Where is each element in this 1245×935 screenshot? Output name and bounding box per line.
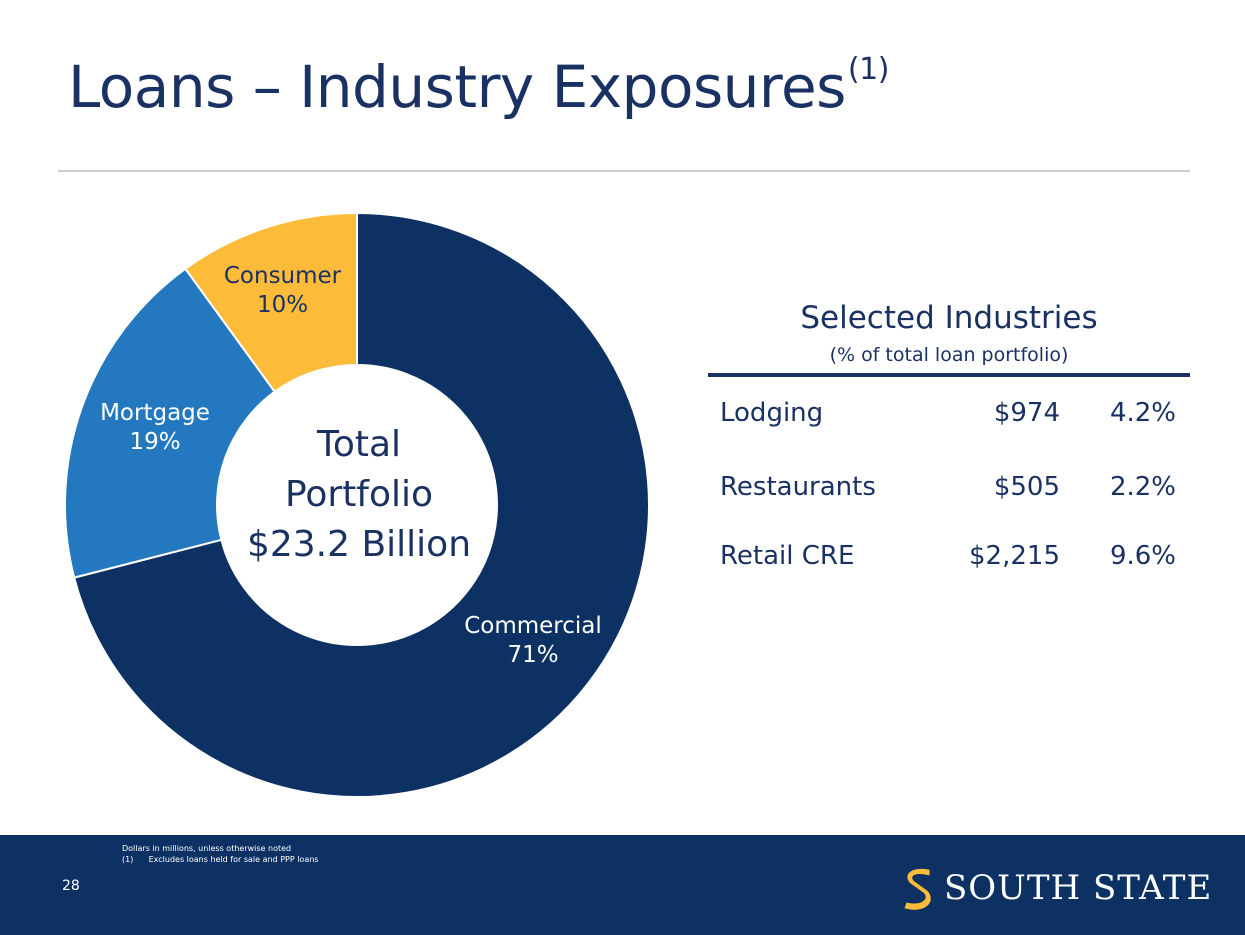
slide-title: Loans – Industry Exposures(1)	[68, 52, 889, 121]
commercial-label-pct: 71%	[507, 642, 559, 668]
selected-industries-rule	[708, 373, 1190, 377]
footer-bar	[0, 835, 1245, 935]
footnote-1: (1) Excludes loans held for sale and PPP…	[122, 854, 318, 865]
industry-amount: $2,215	[969, 541, 1060, 571]
south-state-logo: SOUTH STATE	[944, 868, 1213, 908]
donut-slice-consumer	[183, 211, 358, 394]
industry-name: Lodging	[720, 398, 824, 428]
donut-slice-mortgage	[64, 267, 277, 579]
donut-chart	[64, 211, 650, 798]
industry-row-lodging: Lodging $974 4.2%	[720, 398, 1190, 438]
industry-pct: 9.6%	[1109, 541, 1176, 571]
donut-center-text: Total Portfolio $23.2 Billion	[226, 420, 492, 570]
commercial-label-name: Commercial	[464, 613, 602, 639]
mortgage-label-pct: 19%	[129, 429, 181, 455]
industry-pct: 2.2%	[1109, 472, 1176, 502]
selected-industries-subtitle: (% of total loan portfolio)	[829, 344, 1069, 366]
footnote-1-text: Excludes loans held for sale and PPP loa…	[148, 855, 319, 864]
footnote-1-marker: (1)	[122, 855, 134, 864]
center-line-3: $23.2 Billion	[246, 524, 472, 565]
consumer-label: Consumer 10%	[215, 262, 350, 320]
industry-name: Restaurants	[720, 472, 876, 502]
selected-industries-title: Selected Industries	[800, 300, 1098, 336]
south-state-logo-icon	[904, 868, 931, 910]
industry-name: Retail CRE	[720, 541, 855, 571]
industry-row-restaurants: Restaurants $505 2.2%	[720, 472, 1190, 512]
center-line-2: Portfolio	[284, 474, 434, 515]
commercial-label: Commercial 71%	[458, 612, 608, 670]
consumer-label-name: Consumer	[223, 263, 342, 289]
slide-title-superscript: (1)	[847, 52, 890, 87]
footnotes: Dollars in millions, unless otherwise no…	[122, 843, 318, 865]
slide-title-text: Loans – Industry Exposures	[68, 53, 846, 121]
mortgage-label: Mortgage 19%	[90, 399, 220, 457]
consumer-label-pct: 10%	[256, 292, 309, 318]
center-line-1: Total	[316, 424, 402, 465]
industry-row-retail-cre: Retail CRE $2,215 9.6%	[720, 541, 1190, 581]
industry-amount: $974	[993, 398, 1060, 428]
mortgage-label-name: Mortgage	[100, 400, 210, 426]
donut-slice-commercial	[72, 211, 650, 798]
industry-amount: $505	[993, 472, 1060, 502]
page-number: 28	[62, 878, 80, 894]
title-divider	[58, 170, 1190, 172]
industry-pct: 4.2%	[1109, 398, 1176, 428]
footnote-dollars: Dollars in millions, unless otherwise no…	[122, 844, 292, 853]
